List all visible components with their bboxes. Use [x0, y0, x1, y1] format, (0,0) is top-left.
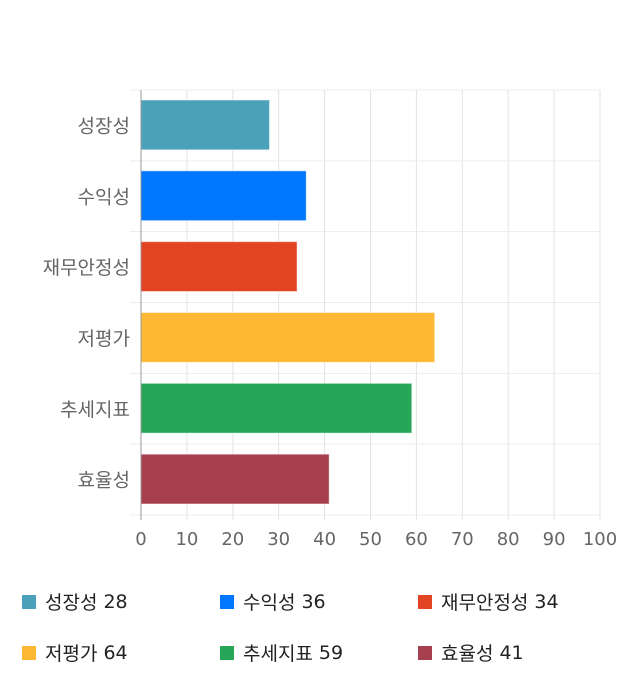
x-tick-label: 70: [451, 529, 474, 550]
x-tick-label: 30: [267, 529, 290, 550]
y-category-label: 성장성: [78, 115, 130, 137]
y-category-label: 재무안정성: [43, 257, 130, 279]
x-tick-label: 50: [359, 529, 382, 550]
bar: [140, 312, 436, 363]
x-tick-label: 100: [583, 529, 617, 550]
bar: [140, 170, 307, 222]
x-tick-label: 60: [405, 529, 428, 550]
x-tick-label: 0: [135, 529, 146, 550]
x-tick-label: 80: [497, 529, 520, 550]
y-category-label: 추세지표: [60, 399, 130, 421]
bar: [140, 241, 298, 293]
x-tick-label: 40: [313, 529, 336, 550]
y-category-label: 수익성: [78, 186, 130, 208]
bar: [140, 382, 413, 434]
x-tick-label: 90: [543, 529, 566, 550]
bar: [140, 453, 330, 505]
x-tick-label: 10: [175, 529, 198, 550]
y-category-label: 효율성: [78, 470, 130, 492]
x-tick-label: 20: [221, 529, 244, 550]
y-category-label: 저평가: [78, 328, 130, 350]
bar: [140, 99, 271, 151]
